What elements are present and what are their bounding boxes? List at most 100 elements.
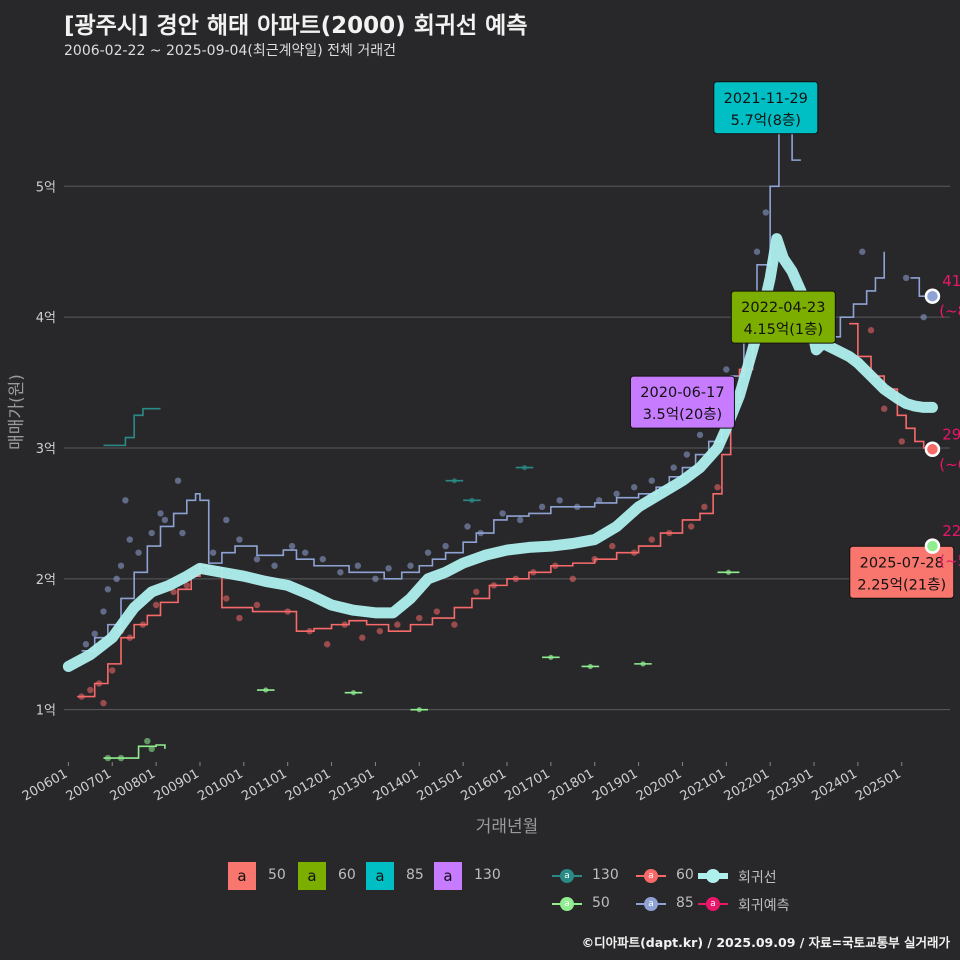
scatter-point-85 bbox=[354, 562, 362, 569]
legend-label-85: 85 bbox=[406, 867, 424, 883]
forecast-size-60: (~60㎡) bbox=[939, 455, 960, 473]
series-line-50 bbox=[103, 744, 166, 759]
annotation-date: 2025-07-28 bbox=[860, 555, 944, 571]
chart-subtitle: 2006-02-22 ~ 2025-09-04(최근계약일) 전체 거래건 bbox=[64, 43, 396, 59]
series-line-60b bbox=[849, 322, 934, 450]
scatter-point-60 bbox=[253, 601, 261, 609]
scatter-point-85 bbox=[670, 464, 677, 471]
scatter-point-50 bbox=[148, 745, 155, 753]
scatter-point-60 bbox=[183, 582, 191, 589]
series-line-85b bbox=[814, 251, 886, 338]
scatter-point-85 bbox=[223, 516, 230, 524]
scatter-point-85 bbox=[122, 497, 129, 504]
scatter-point-85 bbox=[859, 248, 866, 255]
scatter-point-85 bbox=[723, 366, 730, 373]
x-axis-title: 거래년월 bbox=[476, 817, 539, 837]
legend-line-50-marker: a bbox=[560, 897, 574, 911]
legend-line-forecast-label: 회귀예측 bbox=[738, 898, 790, 914]
forecast-point-60 bbox=[924, 441, 941, 458]
forecast-size-85: (~85㎡) bbox=[939, 302, 960, 320]
y-tick-label: 1억 bbox=[36, 704, 56, 719]
legend-line-forecast-marker: a bbox=[706, 897, 720, 911]
scatter-point-60 bbox=[609, 542, 616, 550]
scatter-point-60 bbox=[714, 484, 721, 491]
segment-point-50 bbox=[350, 690, 357, 696]
x-tick-label: 200601 bbox=[20, 766, 70, 804]
scatter-point-60 bbox=[451, 621, 458, 628]
scatter-point-60 bbox=[236, 614, 243, 622]
segment-point-50 bbox=[725, 569, 732, 575]
x-tick-label: 200801 bbox=[108, 766, 158, 804]
scatter-point-85 bbox=[442, 542, 449, 550]
scatter-point-60 bbox=[109, 667, 116, 674]
annotation-box-85 bbox=[713, 81, 819, 135]
source-caption: ©디아파트(dapt.kr) / 2025.09.09 / 자료=국토교통부 실… bbox=[581, 935, 950, 950]
scatter-point-60 bbox=[473, 588, 480, 596]
scatter-point-85 bbox=[100, 608, 107, 615]
scatter-point-85 bbox=[113, 575, 120, 583]
forecast-size-50: (~50㎡) bbox=[939, 552, 960, 570]
x-tick-label: 201401 bbox=[371, 766, 421, 804]
legend-line-50-label: 50 bbox=[592, 895, 610, 911]
x-tick-label: 202401 bbox=[809, 766, 859, 804]
scatter-point-85 bbox=[179, 529, 186, 537]
legend-line-85-label: 85 bbox=[676, 895, 694, 911]
segment-point-50 bbox=[416, 707, 422, 713]
scatter-point-60 bbox=[323, 641, 331, 648]
segment-point-50 bbox=[263, 687, 269, 693]
legend-line-60-label: 60 bbox=[676, 867, 694, 883]
scatter-point-85 bbox=[385, 565, 392, 572]
forecast-value-85: 41,600 bbox=[942, 272, 960, 290]
scatter-point-85 bbox=[157, 510, 164, 517]
scatter-point-85 bbox=[209, 549, 217, 556]
y-tick-label: 3억 bbox=[36, 442, 56, 457]
scatter-point-85 bbox=[556, 497, 563, 504]
x-tick-label: 201001 bbox=[195, 766, 245, 804]
scatter-point-85 bbox=[236, 536, 243, 543]
y-tick-label: 5억 bbox=[36, 180, 56, 195]
forecast-value-50: 22,500 bbox=[942, 522, 960, 540]
scatter-point-60 bbox=[688, 523, 695, 530]
annotation-box-50 bbox=[849, 545, 955, 599]
forecast-point-85 bbox=[924, 288, 941, 304]
scatter-point-60 bbox=[100, 699, 107, 707]
scatter-point-85 bbox=[648, 477, 655, 484]
annotation-price: 4.15억(1층) bbox=[744, 321, 824, 338]
x-tick-label: 201801 bbox=[546, 766, 596, 804]
scatter-point-85 bbox=[464, 523, 471, 530]
scatter-point-85 bbox=[630, 484, 638, 491]
x-tick-label: 200701 bbox=[64, 766, 114, 804]
scatter-point-85 bbox=[683, 451, 691, 458]
scatter-point-60 bbox=[87, 686, 94, 694]
annotation-date: 2021-11-29 bbox=[724, 91, 808, 107]
scatter-point-85 bbox=[516, 516, 524, 524]
segment-point-50 bbox=[587, 663, 593, 670]
regression-line bbox=[62, 233, 938, 672]
annotation-price: 3.5억(20층) bbox=[643, 406, 723, 423]
annotation-box-130 bbox=[629, 375, 735, 429]
scatter-point-85 bbox=[424, 549, 432, 556]
scatter-point-60 bbox=[376, 627, 384, 635]
segment-point-130 bbox=[469, 497, 475, 503]
scatter-point-85 bbox=[148, 529, 155, 537]
scatter-point-60 bbox=[898, 438, 905, 445]
scatter-point-85 bbox=[135, 549, 142, 556]
scatter-point-50 bbox=[144, 737, 151, 745]
legend-line-130-marker: a bbox=[560, 869, 574, 883]
scatter-point-85 bbox=[538, 503, 546, 511]
x-tick-label: 201201 bbox=[283, 766, 333, 804]
scatter-point-85 bbox=[161, 516, 169, 524]
scatter-point-85 bbox=[82, 641, 90, 648]
legend-label-130: 130 bbox=[474, 867, 501, 883]
scatter-point-85 bbox=[253, 555, 261, 563]
x-tick-label: 202301 bbox=[766, 766, 816, 804]
x-tick-label: 200901 bbox=[151, 766, 201, 804]
segment-point-50 bbox=[548, 654, 554, 660]
x-tick-label: 201301 bbox=[327, 766, 377, 804]
series-line-130 bbox=[103, 407, 161, 447]
x-tick-label: 202001 bbox=[634, 766, 684, 804]
segment-point-130 bbox=[451, 478, 457, 484]
scatter-point-85 bbox=[271, 562, 278, 569]
scatter-point-85 bbox=[613, 490, 620, 497]
